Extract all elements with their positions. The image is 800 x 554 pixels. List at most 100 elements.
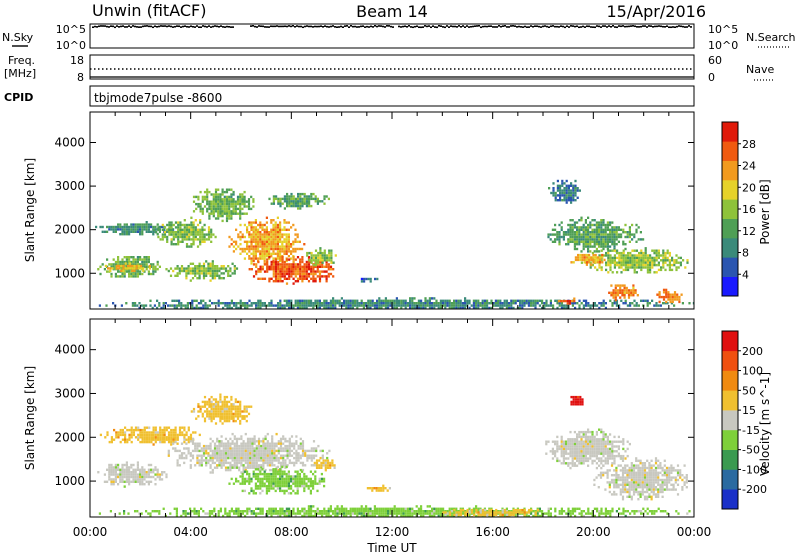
power-cell [261,235,264,239]
power-cell [579,258,582,262]
power-cell [662,256,665,260]
nsky-point [446,25,448,27]
velocity-cell [210,403,213,406]
velocity-cell [266,454,269,457]
power-cell [624,302,627,305]
power-cell [147,228,150,231]
power-cell [552,187,555,190]
nsky-point [274,25,276,28]
power-cell [591,228,594,231]
velocity-cell [161,428,164,432]
nsky-point [216,25,218,28]
power-cell [145,223,148,226]
power-cell [624,261,627,264]
power-cell [587,216,590,219]
velocity-cell [387,507,390,510]
velocity-cell [130,471,133,474]
velocity-cell [409,507,412,510]
velocity-cell [240,464,243,467]
velocity-cell [270,472,273,476]
power-cell [303,277,306,280]
velocity-cell [124,436,127,439]
velocity-cell [271,459,274,462]
power-cell [543,306,546,309]
nsky-point [562,25,564,28]
velocity-cell [161,438,164,441]
power-cell [292,265,295,268]
velocity-cell [123,480,126,483]
power-cell [225,210,229,213]
power-cell [270,255,273,258]
velocity-cell [288,437,291,441]
power-cell [387,299,390,302]
power-cell [135,264,138,268]
power-cell [123,233,126,236]
power-cell [212,202,215,206]
power-cell [343,304,346,307]
nsky-point [514,25,516,27]
power-cell [219,193,222,196]
power-cell [168,223,171,227]
power-cell [252,235,255,239]
power-cell [201,235,204,239]
power-cell [250,226,253,229]
power-cell [243,202,246,206]
power-cell [119,228,122,231]
power-cell [259,265,262,268]
power-cell [157,226,160,229]
velocity-cell [324,466,327,469]
power-cell [573,223,576,227]
velocity-cell [139,428,142,432]
velocity-cell [115,436,118,439]
nsky-point [92,26,94,29]
velocity-cell [231,456,234,460]
power-cell [286,197,289,201]
velocity-cell [137,438,140,441]
power-cell [501,302,504,305]
power-cell [140,267,143,270]
velocity-cell [219,507,222,510]
power-cell [380,306,383,309]
power-cell [637,226,640,229]
velocity-cell [233,456,236,460]
velocity-cell [290,454,294,457]
velocity-cell [272,487,275,490]
power-cell [299,197,302,201]
velocity-cell [259,492,262,495]
velocity-cell [345,507,348,510]
power-cell [230,299,233,302]
nsky-point [328,26,330,28]
power-cell [234,205,237,208]
velocity-cell [242,468,245,472]
nsky-point [600,26,602,28]
power-cell [611,243,614,246]
velocity-cell [657,507,660,510]
power-cell [328,251,331,255]
power-cell [563,182,566,185]
velocity-cell [183,438,186,441]
power-ytick-label: 3000 [54,179,85,193]
velocity-cell [299,456,302,460]
power-cell [145,225,148,229]
power-cell [314,261,318,264]
power-cell [604,238,607,241]
power-cell [312,275,315,278]
power-cell [585,258,588,262]
nsky-point [374,25,376,27]
velocity-cell [253,466,256,469]
power-cell [157,228,160,231]
power-cell [250,259,253,263]
power-cell [195,304,198,307]
power-cell [125,258,128,261]
velocity-cell [266,452,269,455]
power-cell [263,302,266,305]
power-cell [316,275,319,278]
power-cell [505,299,508,302]
velocity-cell [113,428,116,432]
nave-tick-top: 60 [708,54,722,67]
velocity-cell [156,436,160,439]
power-cell [209,269,212,273]
power-cell [185,235,189,239]
velocity-cell [163,431,166,434]
power-cell [290,245,293,248]
